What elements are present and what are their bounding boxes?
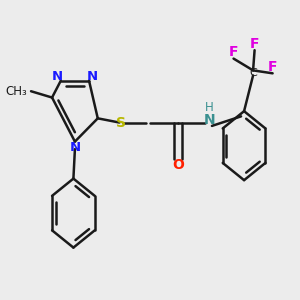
Text: H: H [205,101,214,114]
Text: S: S [116,116,126,130]
Text: N: N [52,70,63,83]
Text: N: N [69,141,80,154]
Text: F: F [229,45,238,59]
Text: N: N [86,70,98,83]
Text: F: F [268,60,278,74]
Text: CH₃: CH₃ [6,85,27,98]
Text: N: N [204,113,215,128]
Text: O: O [172,158,184,172]
Text: C: C [249,68,257,78]
Text: F: F [250,37,259,51]
